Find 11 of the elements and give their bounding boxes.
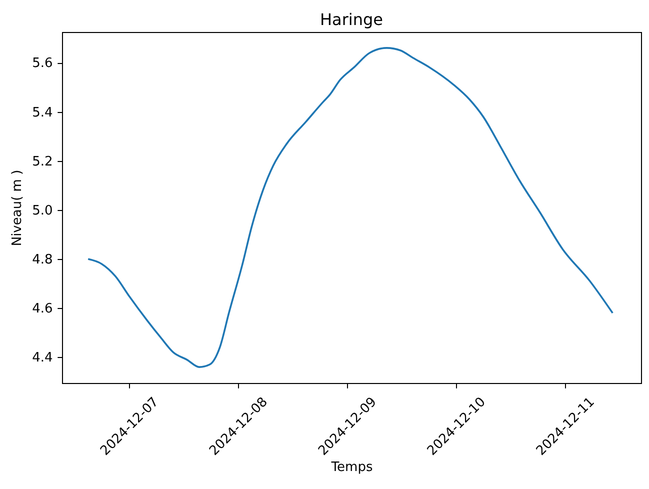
y-tick-label: 5.0 [32,203,53,218]
x-axis-title: Temps [330,460,373,476]
y-tick-label: 5.4 [32,105,53,120]
chart-title: Haringe [320,10,383,29]
y-tick-label: 4.6 [32,302,53,317]
y-tick-label: 4.4 [32,350,53,366]
y-tick-label: 5.6 [32,56,53,72]
line-series [87,47,614,368]
y-axis-title: Niveau( m ) [10,170,26,246]
y-tick-label: 5.2 [32,154,53,170]
y-tick-label: 4.8 [32,252,53,268]
